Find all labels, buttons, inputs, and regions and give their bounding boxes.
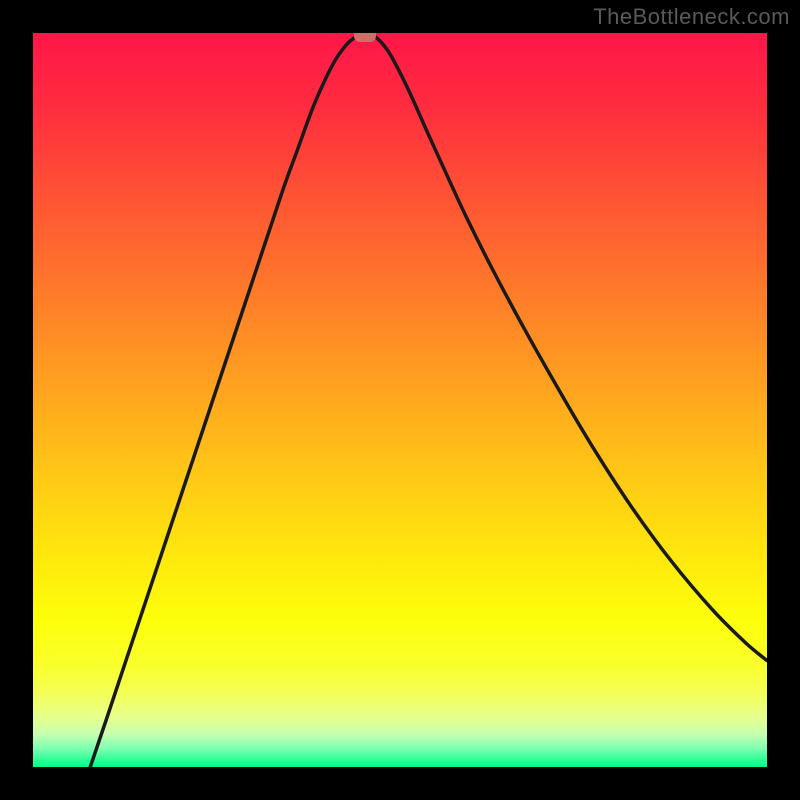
- chart-curve: [33, 33, 767, 767]
- watermark-text: TheBottleneck.com: [593, 4, 790, 30]
- optimal-point-marker: [354, 33, 376, 42]
- chart-plot-area: [33, 33, 767, 767]
